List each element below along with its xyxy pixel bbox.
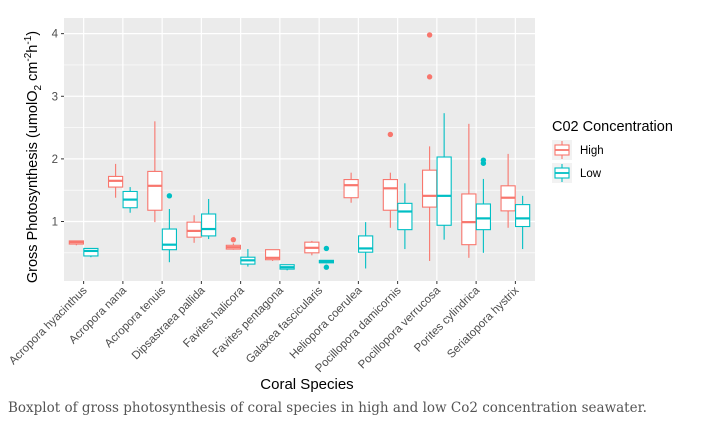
y-axis-ticks: 1 2 3 4 xyxy=(52,29,64,229)
box-iqr xyxy=(421,169,438,208)
box-high xyxy=(68,240,84,246)
x-axis-title: Coral Species xyxy=(260,376,353,393)
x-tick-label: Heliopora coerulea xyxy=(288,284,365,361)
box-iqr xyxy=(461,193,477,246)
legend-key-high: High xyxy=(552,140,604,160)
y-axis-title: Gross Photosynthesis (umolO2 cm-2h-1) xyxy=(23,31,44,283)
y-tick-label: 2 xyxy=(52,154,58,166)
box-iqr xyxy=(147,170,163,211)
box-high xyxy=(107,163,124,198)
box-high xyxy=(421,32,438,261)
box-high xyxy=(147,121,163,223)
legend-key-low: Low xyxy=(552,163,602,183)
box-iqr xyxy=(358,235,374,253)
box-high xyxy=(500,153,516,228)
box-low xyxy=(240,249,256,267)
y-tick-label: 1 xyxy=(52,217,58,229)
box-iqr xyxy=(382,179,398,211)
outlier-point xyxy=(323,264,330,270)
box-low xyxy=(122,187,138,213)
outlier-point xyxy=(166,193,173,199)
minor-gridlines xyxy=(64,64,535,254)
y-tick-label: 3 xyxy=(52,91,58,103)
box-low xyxy=(397,183,413,250)
box-high xyxy=(461,123,477,258)
box-low xyxy=(279,264,295,271)
figure-caption: Boxplot of gross photosynthesis of coral… xyxy=(8,400,647,416)
x-tick-label: Dipsastraea pallida xyxy=(130,284,208,362)
box-iqr xyxy=(515,204,531,228)
box-low xyxy=(515,195,531,250)
outlier-point xyxy=(480,157,487,163)
x-tick-label: Seriatopora hystrix xyxy=(445,284,521,360)
legend-label-low: Low xyxy=(580,168,602,180)
outlier-point xyxy=(387,131,394,138)
box-low xyxy=(475,157,492,253)
box-iqr xyxy=(264,249,281,261)
box-iqr xyxy=(161,228,178,251)
box-series xyxy=(68,32,531,271)
box-iqr xyxy=(397,202,413,231)
box-low xyxy=(358,222,374,269)
outlier-point xyxy=(323,245,330,252)
outlier-point xyxy=(426,74,433,80)
box-iqr xyxy=(201,213,217,237)
box-iqr xyxy=(83,247,99,257)
box-high xyxy=(382,131,398,228)
box-high xyxy=(343,172,359,203)
box-high xyxy=(186,215,202,243)
box-high xyxy=(264,249,281,261)
box-low xyxy=(83,247,99,258)
x-tick-label: Acropora hyacinthus xyxy=(7,284,90,367)
legend-label-high: High xyxy=(580,145,604,157)
x-tick-label: Favites pentagona xyxy=(211,284,287,360)
box-iqr xyxy=(343,179,359,199)
outlier-point xyxy=(230,236,237,243)
box-high xyxy=(225,236,241,250)
legend: C02 Concentration High Low xyxy=(552,119,673,183)
outlier-point xyxy=(426,32,433,38)
box-high xyxy=(304,240,320,256)
box-iqr xyxy=(475,203,492,231)
y-tick-label: 4 xyxy=(52,29,59,41)
legend-title: C02 Concentration xyxy=(552,119,673,135)
box-low xyxy=(436,113,452,240)
box-low xyxy=(201,198,217,240)
x-tick-label: Porites cylindrica xyxy=(412,284,482,354)
plot-panel xyxy=(64,18,535,281)
box-low xyxy=(161,193,178,263)
box-iqr xyxy=(186,221,202,238)
x-tick-label: Galaxea fascicularis xyxy=(244,284,325,365)
box-low xyxy=(318,245,335,270)
box-iqr xyxy=(436,156,452,226)
